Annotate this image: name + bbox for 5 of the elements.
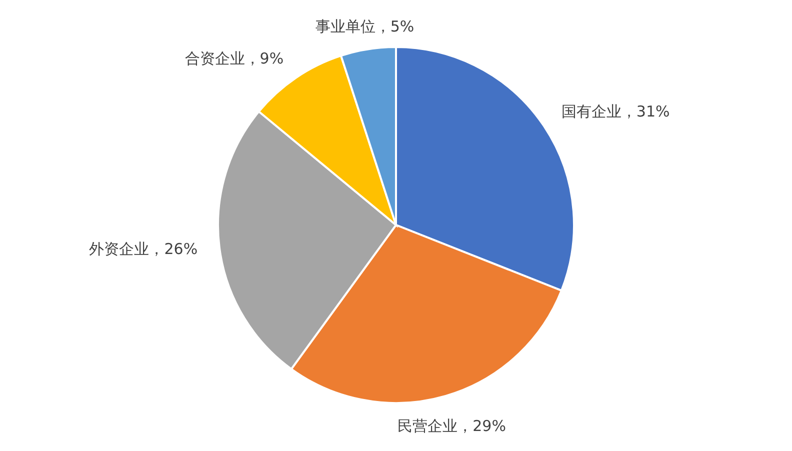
slice-label: 外资企业，26% xyxy=(89,240,198,258)
slice-label: 事业单位，5% xyxy=(315,18,414,36)
slice-label: 民营企业，29% xyxy=(398,417,506,436)
slice-label: 国有企业，31% xyxy=(561,102,670,121)
slice-label: 合资企业，9% xyxy=(184,50,284,68)
